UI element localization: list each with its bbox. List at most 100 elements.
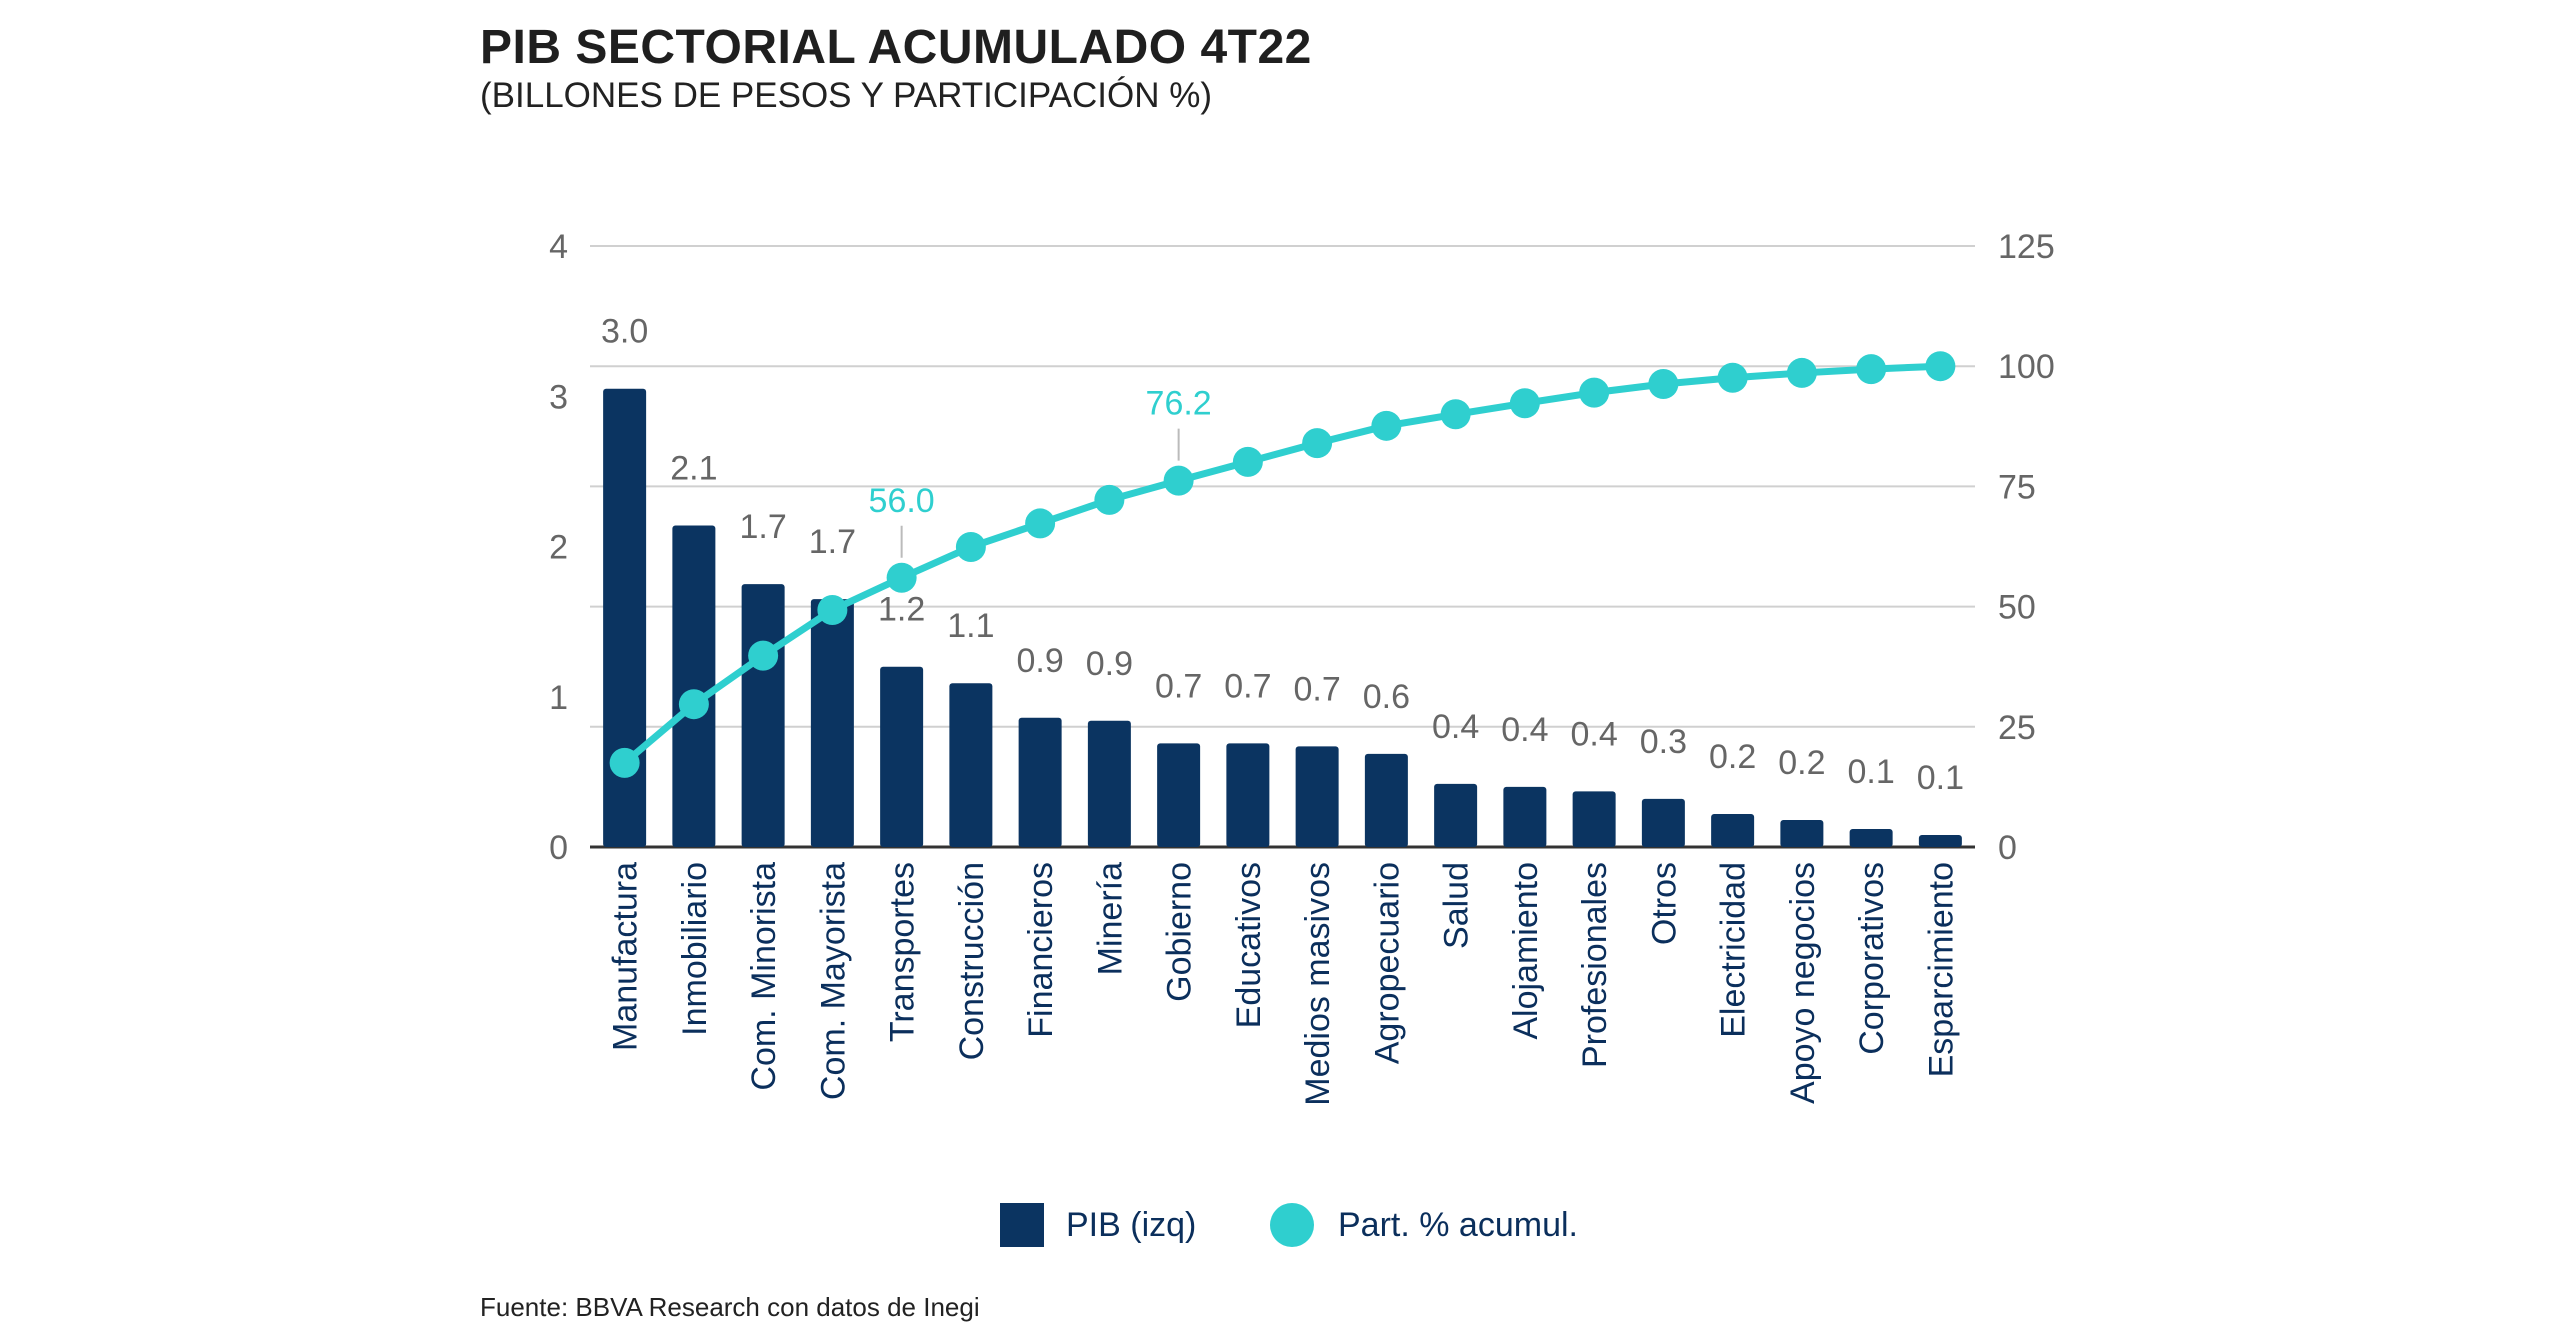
- category-label: Com. Mayorista: [814, 862, 852, 1100]
- bar: [1641, 798, 1685, 847]
- category-label: Esparcimiento: [1922, 862, 1960, 1077]
- bar: [1157, 743, 1201, 847]
- bar-value-label: 0.3: [1640, 723, 1687, 761]
- line-point: [1509, 388, 1540, 419]
- bar-value-label: 3.0: [601, 313, 648, 351]
- bar-value-label: 1.7: [809, 523, 856, 561]
- line-point: [1717, 362, 1748, 393]
- bar: [1295, 746, 1339, 847]
- bar-value-label: 0.6: [1363, 678, 1410, 716]
- bar: [741, 584, 785, 847]
- legend-item-part: Part. % acumul.: [1270, 1203, 1578, 1247]
- category-label: Medios masivos: [1299, 862, 1337, 1106]
- line-point: [955, 531, 986, 562]
- bar: [949, 683, 993, 847]
- bar: [1364, 753, 1408, 847]
- bar: [1018, 717, 1062, 847]
- left-tick-label: 2: [549, 529, 568, 567]
- bar: [1087, 720, 1131, 847]
- bar-value-label: 1.2: [878, 591, 925, 629]
- category-label: Financieros: [1022, 862, 1060, 1038]
- bar: [1849, 828, 1893, 847]
- bar-value-label: 0.1: [1847, 753, 1894, 791]
- category-label: Educativos: [1230, 862, 1268, 1028]
- category-label: Apoyo negocios: [1784, 862, 1822, 1104]
- chart-subtitle: (BILLONES DE PESOS Y PARTICIPACIÓN %): [480, 76, 1212, 115]
- bar: [810, 599, 854, 847]
- category-labels: Manufactura Inmobiliario Com. Minorista Com…: [607, 862, 1961, 1106]
- left-tick-label: 0: [549, 829, 568, 867]
- line-point: [1925, 351, 1956, 382]
- bar: [672, 525, 716, 847]
- bar-value-label: 0.9: [1086, 645, 1133, 683]
- category-label: Com. Minorista: [745, 862, 783, 1091]
- pareto-chart: 0 1 2 3 4 0 25 50 75 100 125 3.0 2.1 1.7 1.7 1.2 1.1 0.…: [549, 228, 2055, 1106]
- category-label: Transportes: [884, 862, 922, 1042]
- legend-label-pib: PIB (izq): [1066, 1205, 1197, 1244]
- category-label: Alojamiento: [1507, 862, 1545, 1040]
- line-value-label: 56.0: [869, 482, 935, 520]
- legend-label-part: Part. % acumul.: [1338, 1205, 1578, 1244]
- right-tick-label: 100: [1998, 348, 2055, 386]
- bar: [1711, 813, 1755, 847]
- line-point: [817, 594, 848, 625]
- bar: [1780, 819, 1824, 847]
- line-point: [678, 689, 709, 720]
- legend-dot-swatch: [1270, 1203, 1314, 1247]
- bar: [1434, 783, 1478, 847]
- line-point: [886, 562, 917, 593]
- left-tick-label: 4: [549, 228, 568, 266]
- grid-lines: [590, 245, 1975, 849]
- chart-legend: PIB (izq) Part. % acumul.: [0, 1195, 2560, 1255]
- category-label: Agropecuario: [1368, 862, 1406, 1064]
- source-note: Fuente: BBVA Research con datos de Inegi: [480, 1292, 980, 1322]
- right-axis-ticks: 0 25 50 75 100 125: [1998, 228, 2055, 867]
- bar-value-label: 0.4: [1432, 708, 1479, 746]
- bar-value-labels: 3.0 2.1 1.7 1.7 1.2 1.1 0.9 0.9 0.7 0.7 0.7 0.6 0.4 0…: [601, 313, 1964, 797]
- bar: [880, 666, 924, 847]
- bar: [1226, 743, 1270, 847]
- right-tick-label: 50: [1998, 589, 2036, 627]
- bar-value-label: 1.7: [739, 508, 786, 546]
- category-label: Minería: [1091, 862, 1129, 975]
- left-tick-label: 1: [549, 679, 568, 717]
- line-series: [609, 351, 1956, 778]
- bar-value-label: 1.1: [947, 607, 994, 645]
- bar-value-label: 0.4: [1501, 711, 1548, 749]
- line-value-labels: 56.0 76.2: [869, 385, 1212, 558]
- right-tick-label: 25: [1998, 709, 2036, 747]
- line-point: [1371, 410, 1402, 441]
- bar-series: [603, 388, 1962, 847]
- line-point: [1232, 446, 1263, 477]
- bar-value-label: 0.2: [1709, 738, 1756, 776]
- category-label: Otros: [1645, 862, 1683, 945]
- chart-title: PIB SECTORIAL ACUMULADO 4T22: [480, 21, 1312, 74]
- bar: [1918, 834, 1962, 847]
- bar-value-label: 0.2: [1778, 744, 1825, 782]
- line-point: [1440, 399, 1471, 430]
- line-value-label: 76.2: [1146, 385, 1212, 423]
- line-point: [1579, 377, 1610, 408]
- category-label: Electricidad: [1715, 862, 1753, 1038]
- category-label: Profesionales: [1576, 862, 1614, 1068]
- bar-value-label: 0.1: [1917, 759, 1964, 797]
- line-point: [748, 640, 779, 671]
- bar: [1572, 791, 1616, 847]
- right-tick-label: 125: [1998, 228, 2055, 266]
- line-point: [1302, 428, 1333, 459]
- category-label: Construcción: [953, 862, 991, 1060]
- bar-value-label: 0.7: [1293, 670, 1340, 708]
- left-tick-label: 3: [549, 378, 568, 416]
- line-point: [1025, 508, 1056, 539]
- line-point: [1786, 357, 1817, 388]
- legend-bar-swatch: [1000, 1203, 1044, 1247]
- line-point: [1094, 484, 1125, 515]
- right-tick-label: 75: [1998, 468, 2036, 506]
- category-label: Inmobiliario: [676, 862, 714, 1036]
- category-label: Gobierno: [1161, 862, 1199, 1002]
- bar: [1503, 786, 1547, 847]
- bar-value-label: 2.1: [670, 449, 717, 487]
- line-point: [1163, 465, 1194, 496]
- bar-value-label: 0.4: [1570, 715, 1617, 753]
- line-point: [609, 747, 640, 778]
